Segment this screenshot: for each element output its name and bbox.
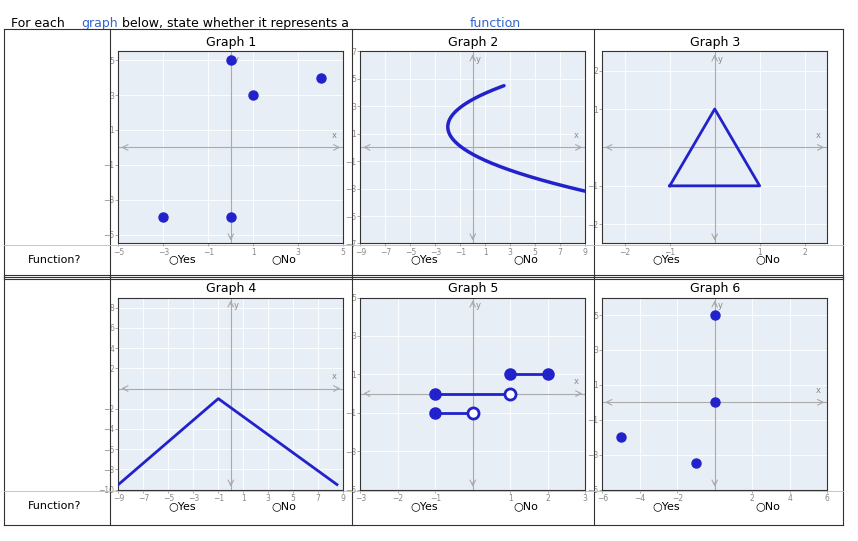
Text: graph: graph — [82, 17, 118, 30]
Text: y: y — [234, 55, 239, 64]
Text: ○Yes: ○Yes — [169, 501, 196, 511]
Text: ○Yes: ○Yes — [653, 255, 680, 265]
Text: ○No: ○No — [756, 501, 781, 511]
Text: Graph 1: Graph 1 — [206, 36, 256, 49]
Text: Graph 5: Graph 5 — [448, 282, 498, 295]
Text: x: x — [573, 131, 578, 140]
Text: Graph 4: Graph 4 — [206, 282, 256, 295]
Text: ○Yes: ○Yes — [411, 255, 438, 265]
Text: Function?: Function? — [28, 255, 82, 265]
Text: ○Yes: ○Yes — [653, 501, 680, 511]
Text: y: y — [476, 301, 481, 311]
Text: Graph 2: Graph 2 — [448, 36, 498, 49]
Text: y: y — [476, 55, 481, 64]
Text: y: y — [718, 301, 723, 311]
Text: ○No: ○No — [514, 501, 539, 511]
Text: .: . — [510, 17, 514, 30]
Text: Function?: Function? — [28, 501, 82, 511]
Text: ○No: ○No — [514, 255, 539, 265]
Text: Graph 3: Graph 3 — [690, 36, 740, 49]
Text: x: x — [331, 372, 336, 381]
Text: function: function — [470, 17, 522, 30]
Text: below, state whether it represents a: below, state whether it represents a — [118, 17, 353, 30]
Text: ○Yes: ○Yes — [169, 255, 196, 265]
Text: ○Yes: ○Yes — [411, 501, 438, 511]
Text: x: x — [573, 377, 578, 386]
Text: ○No: ○No — [272, 501, 297, 511]
Text: ○No: ○No — [272, 255, 297, 265]
Text: y: y — [234, 301, 239, 311]
Text: ○No: ○No — [756, 255, 781, 265]
Text: For each: For each — [11, 17, 69, 30]
Text: x: x — [331, 131, 336, 140]
Text: Graph 6: Graph 6 — [690, 282, 740, 295]
Text: y: y — [718, 55, 723, 64]
Text: x: x — [815, 386, 820, 394]
Text: x: x — [815, 131, 820, 140]
